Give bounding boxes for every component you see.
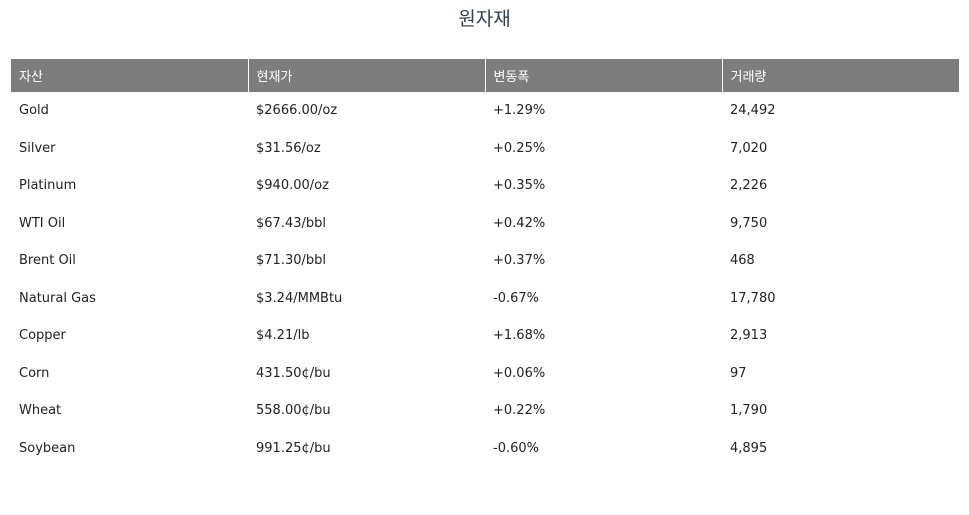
cell-asset: Natural Gas bbox=[19, 290, 96, 306]
cell-price: 558.00¢/bu bbox=[256, 403, 331, 419]
cell-asset: Soybean bbox=[19, 440, 76, 456]
table-body: Gold $2666.00/oz +1.29% 24,492 Silver $3… bbox=[11, 92, 959, 467]
table-row: Soybean 991.25¢/bu -0.60% 4,895 bbox=[11, 430, 959, 468]
table-row: Silver $31.56/oz +0.25% 7,020 bbox=[11, 130, 959, 168]
cell-volume: 2,226 bbox=[730, 178, 768, 194]
cell-asset: Gold bbox=[19, 103, 49, 119]
table-header: 자산 현재가 변동폭 거래량 bbox=[11, 59, 959, 92]
cell-change: +0.25% bbox=[493, 140, 546, 156]
commodities-table: 자산 현재가 변동폭 거래량 Gold $2666.00/oz +1.29% 2… bbox=[11, 59, 959, 467]
table-row: Gold $2666.00/oz +1.29% 24,492 bbox=[11, 92, 959, 130]
table-row: WTI Oil $67.43/bbl +0.42% 9,750 bbox=[11, 205, 959, 243]
cell-change: +0.42% bbox=[493, 215, 546, 231]
table-row: Corn 431.50¢/bu +0.06% 97 bbox=[11, 355, 959, 393]
table-row: Copper $4.21/lb +1.68% 2,913 bbox=[11, 317, 959, 355]
column-header-change: 변동폭 bbox=[485, 59, 723, 92]
cell-volume: 24,492 bbox=[730, 103, 776, 119]
cell-volume: 468 bbox=[730, 253, 755, 269]
cell-price: 431.50¢/bu bbox=[256, 365, 331, 381]
cell-asset: WTI Oil bbox=[19, 215, 66, 231]
cell-change: +0.22% bbox=[493, 403, 546, 419]
cell-change: +0.35% bbox=[493, 178, 546, 194]
table-row: Platinum $940.00/oz +0.35% 2,226 bbox=[11, 167, 959, 205]
cell-change: -0.60% bbox=[493, 440, 539, 456]
cell-change: -0.67% bbox=[493, 290, 539, 306]
cell-asset: Copper bbox=[19, 328, 66, 344]
cell-change: +1.68% bbox=[493, 328, 546, 344]
cell-asset: Silver bbox=[19, 140, 56, 156]
column-header-volume: 거래량 bbox=[722, 59, 959, 92]
cell-price: $4.21/lb bbox=[256, 328, 310, 344]
cell-volume: 17,780 bbox=[730, 290, 776, 306]
cell-price: $71.30/bbl bbox=[256, 253, 326, 269]
page-title: 원자재 bbox=[458, 8, 511, 30]
cell-asset: Wheat bbox=[19, 403, 62, 419]
table-row: Brent Oil $71.30/bbl +0.37% 468 bbox=[11, 242, 959, 280]
cell-price: 991.25¢/bu bbox=[256, 440, 331, 456]
cell-price: $31.56/oz bbox=[256, 140, 321, 156]
cell-change: +0.06% bbox=[493, 365, 546, 381]
table-row: Wheat 558.00¢/bu +0.22% 1,790 bbox=[11, 392, 959, 430]
cell-price: $940.00/oz bbox=[256, 178, 329, 194]
column-header-asset: 자산 bbox=[11, 59, 249, 92]
cell-price: $2666.00/oz bbox=[256, 103, 338, 119]
cell-volume: 2,913 bbox=[730, 328, 768, 344]
cell-volume: 4,895 bbox=[730, 440, 768, 456]
cell-change: +1.29% bbox=[493, 103, 546, 119]
cell-asset: Platinum bbox=[19, 178, 77, 194]
table-header-row: 자산 현재가 변동폭 거래량 bbox=[11, 59, 959, 92]
cell-price: $3.24/MMBtu bbox=[256, 290, 343, 306]
column-header-price: 현재가 bbox=[248, 59, 486, 92]
cell-asset: Corn bbox=[19, 365, 50, 381]
cell-change: +0.37% bbox=[493, 253, 546, 269]
cell-volume: 1,790 bbox=[730, 403, 768, 419]
cell-volume: 97 bbox=[730, 365, 747, 381]
cell-volume: 7,020 bbox=[730, 140, 768, 156]
cell-price: $67.43/bbl bbox=[256, 215, 326, 231]
cell-volume: 9,750 bbox=[730, 215, 768, 231]
table-row: Natural Gas $3.24/MMBtu -0.67% 17,780 bbox=[11, 280, 959, 318]
cell-asset: Brent Oil bbox=[19, 253, 76, 269]
